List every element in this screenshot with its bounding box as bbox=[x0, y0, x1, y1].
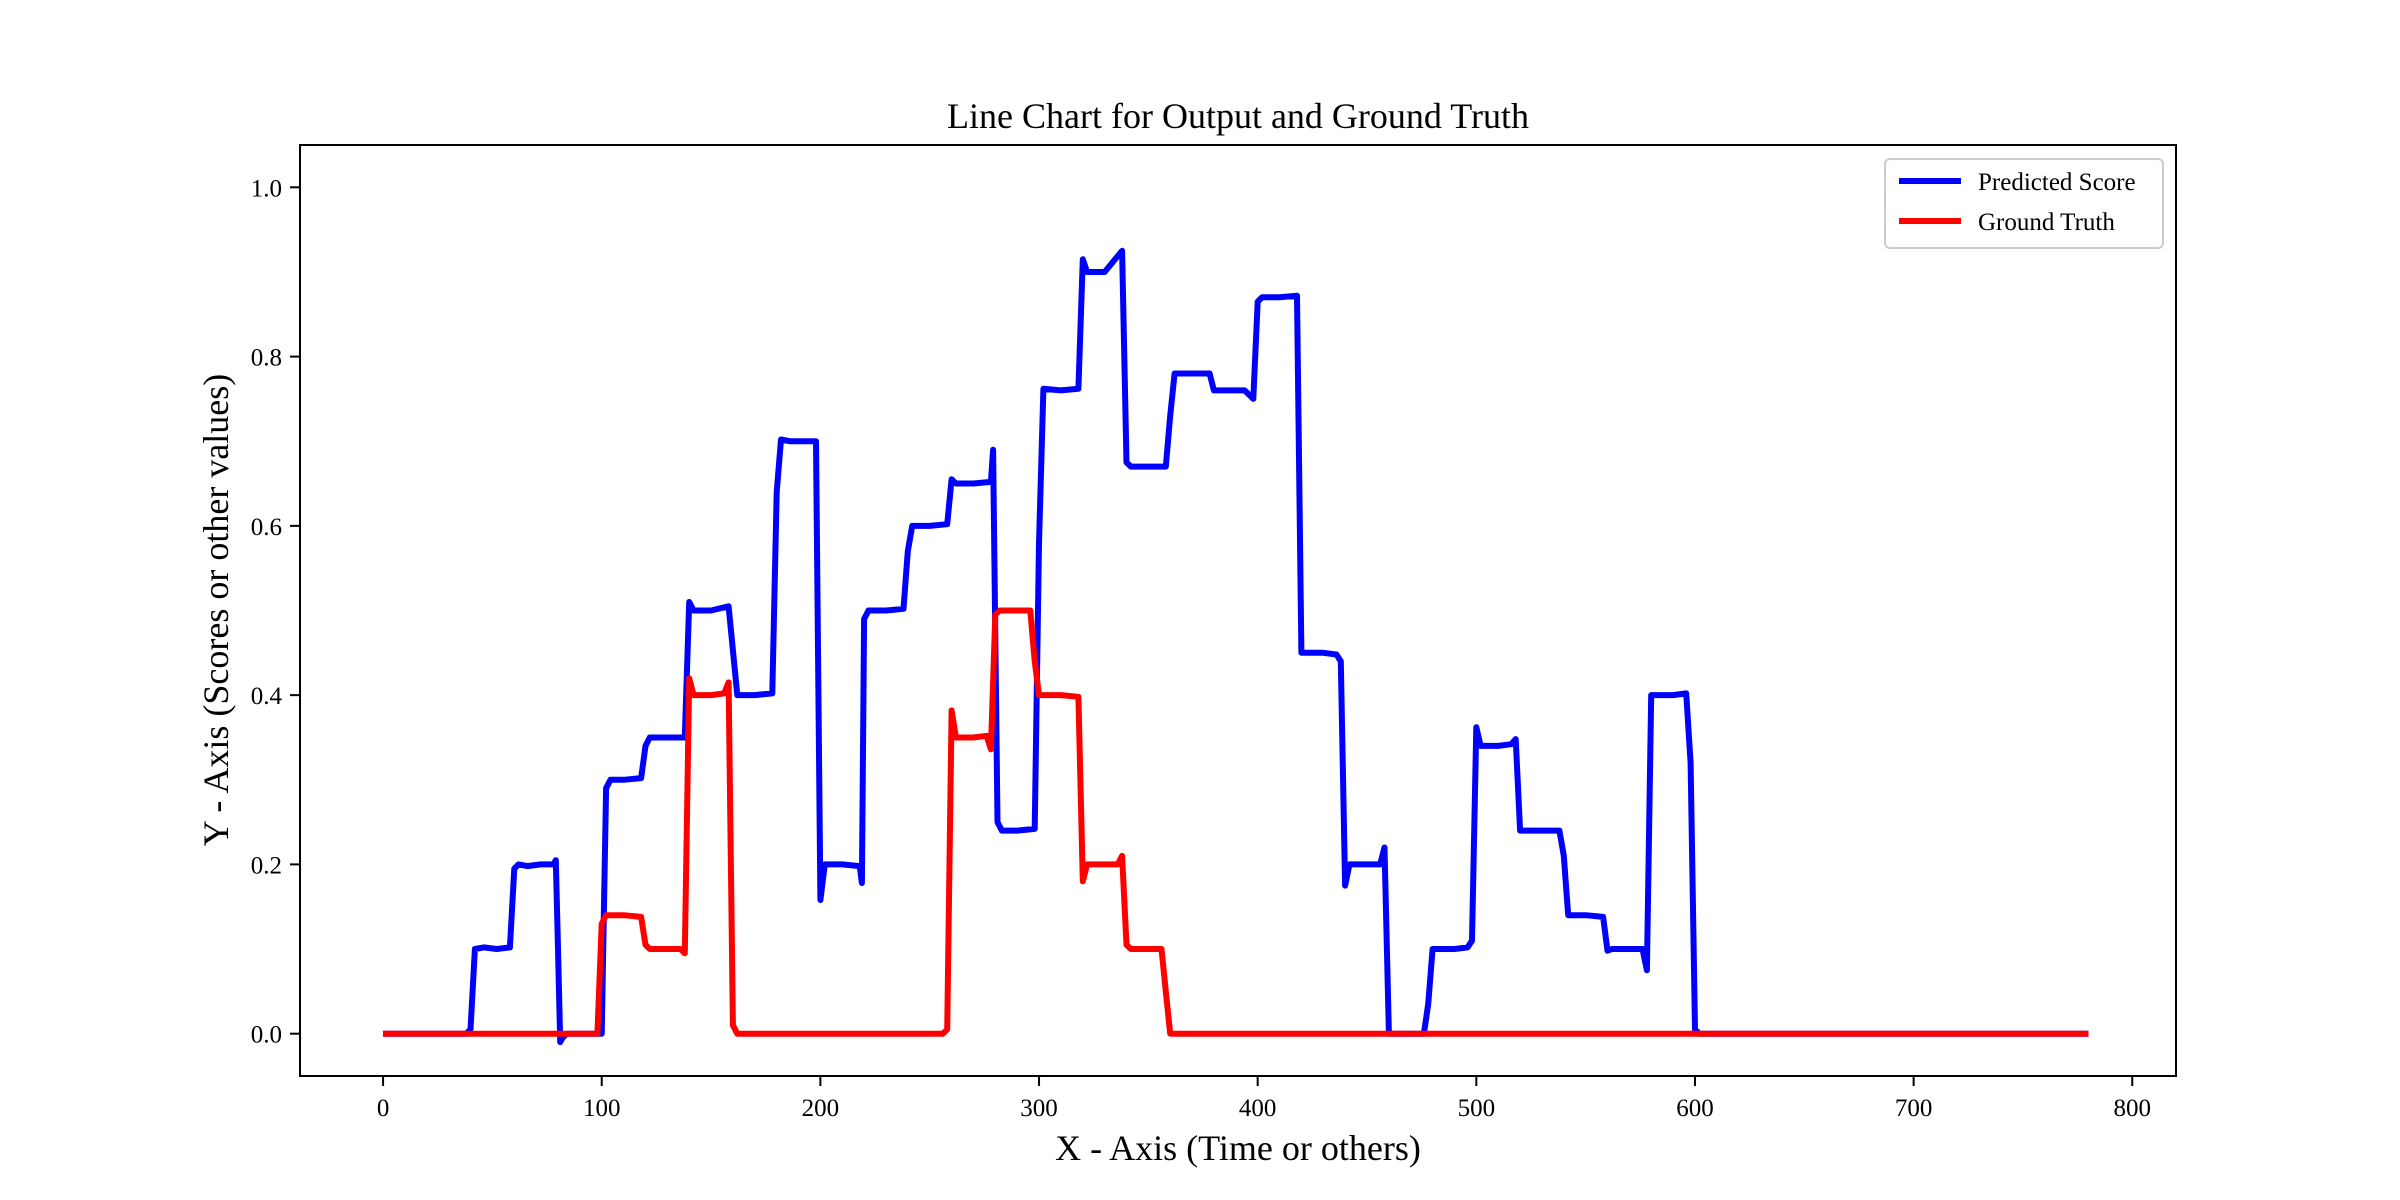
x-tick-label: 300 bbox=[1020, 1095, 1058, 1122]
y-tick-label: 0.4 bbox=[251, 683, 283, 710]
x-tick-label: 500 bbox=[1458, 1095, 1496, 1122]
x-tick-label: 0 bbox=[377, 1095, 390, 1122]
plot-lines bbox=[383, 247, 2089, 1046]
legend-label-predicted-score: Predicted Score bbox=[1978, 169, 2136, 196]
y-tick-label: 0.2 bbox=[251, 852, 282, 879]
x-tick-label: 600 bbox=[1676, 1095, 1714, 1122]
x-tick-label: 800 bbox=[2114, 1095, 2152, 1122]
legend: Predicted Score Ground Truth bbox=[1884, 158, 2164, 249]
x-axis-label: X - Axis (Time or others) bbox=[1055, 1128, 1421, 1168]
x-tick-label: 200 bbox=[802, 1095, 840, 1122]
y-tick-label: 1.0 bbox=[251, 175, 282, 202]
series-line-predicted-score bbox=[383, 247, 2089, 1046]
y-tick-label: 0.8 bbox=[251, 345, 282, 372]
x-axis-ticks: 0 100 200 300 400 500 600 700 800 bbox=[377, 1076, 2151, 1122]
y-tick-label: 0.0 bbox=[251, 1022, 282, 1049]
y-tick-label: 0.6 bbox=[251, 514, 282, 541]
legend-label-ground-truth: Ground Truth bbox=[1978, 209, 2115, 236]
x-tick-label: 100 bbox=[583, 1095, 621, 1122]
plot-frame bbox=[299, 144, 2177, 1077]
x-tick-label: 400 bbox=[1239, 1095, 1277, 1122]
y-axis-ticks: 0.0 0.2 0.4 0.6 0.8 1.0 bbox=[251, 175, 300, 1049]
x-tick-label: 700 bbox=[1895, 1095, 1933, 1122]
series-line-ground-truth bbox=[383, 607, 2089, 1037]
chart-title: Line Chart for Output and Ground Truth bbox=[947, 96, 1529, 136]
y-axis-label: Y - Axis (Scores or other values) bbox=[196, 374, 236, 847]
